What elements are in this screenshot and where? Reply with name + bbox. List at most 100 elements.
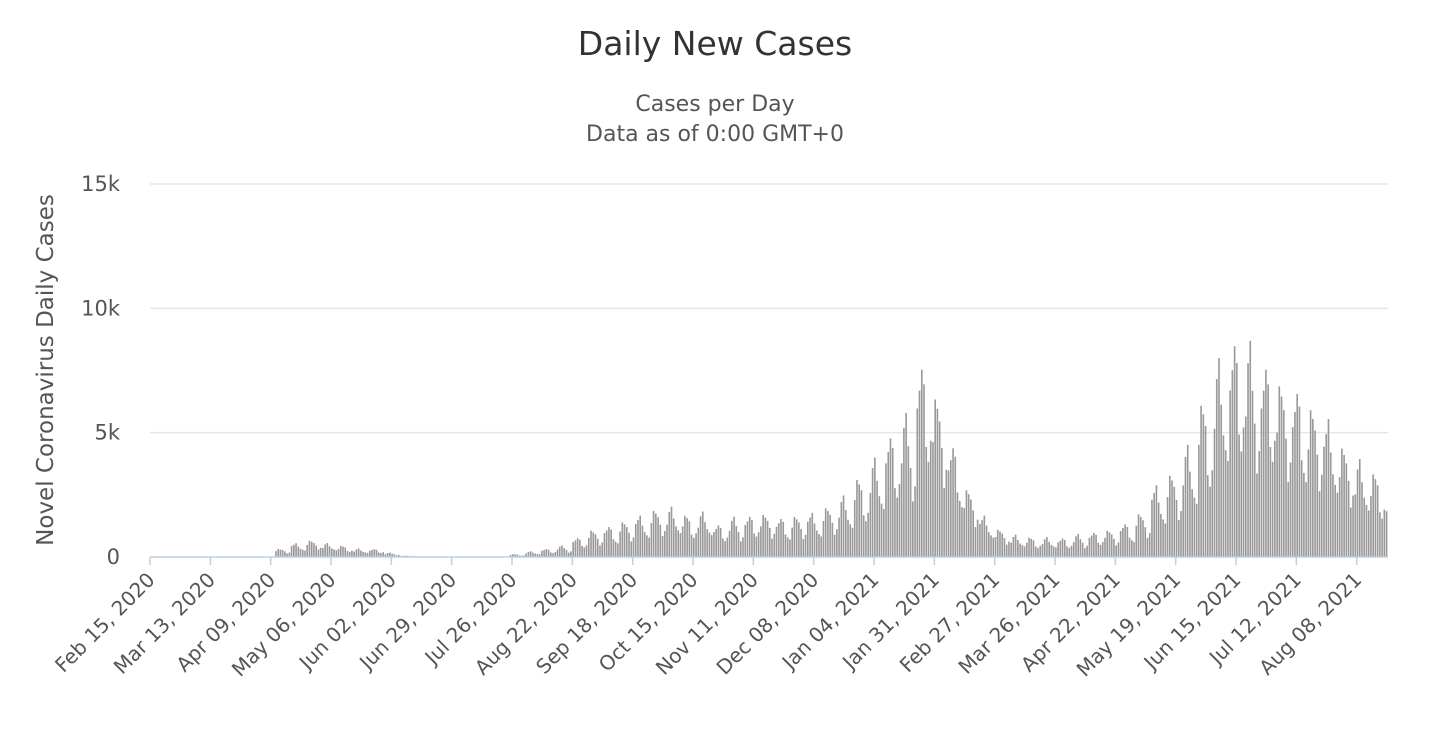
bar: [898, 484, 901, 557]
bar: [393, 554, 396, 557]
bar: [735, 525, 738, 557]
bar: [874, 457, 876, 557]
bar: [970, 499, 972, 557]
x-tick-label: May 06, 2020: [227, 568, 341, 682]
bar: [1247, 363, 1249, 557]
bar: [610, 529, 612, 557]
bar: [1088, 537, 1091, 557]
bar: [1267, 384, 1269, 557]
bar: [1003, 537, 1006, 557]
bar: [1124, 524, 1126, 557]
bar: [936, 408, 939, 557]
bar: [869, 492, 872, 557]
bar: [755, 536, 758, 557]
bar: [1256, 473, 1258, 557]
bar: [894, 488, 896, 557]
bar: [348, 551, 351, 557]
bar: [1309, 410, 1312, 557]
bar: [1160, 513, 1162, 557]
bar: [941, 447, 943, 557]
bar: [1320, 474, 1323, 557]
bar: [760, 526, 762, 557]
bar: [384, 554, 387, 557]
bar: [858, 484, 861, 557]
bar: [1206, 475, 1209, 557]
bar: [684, 515, 686, 557]
bar: [1229, 390, 1231, 557]
bar: [1329, 452, 1332, 557]
bar: [313, 542, 315, 557]
bar: [637, 520, 639, 557]
bar: [1341, 448, 1343, 557]
bar: [1198, 444, 1200, 557]
bar: [1099, 544, 1102, 557]
bar: [1204, 425, 1207, 557]
bar: [1034, 546, 1037, 557]
bar: [1305, 482, 1307, 557]
bar: [876, 480, 878, 557]
bar: [686, 518, 688, 557]
bar: [909, 468, 912, 557]
bar: [842, 495, 845, 557]
bar: [371, 550, 373, 557]
bar: [802, 539, 805, 557]
bar: [1218, 358, 1220, 557]
bar: [275, 551, 277, 557]
bar: [623, 524, 626, 557]
bar: [847, 519, 849, 557]
bar: [945, 469, 948, 557]
bar: [1370, 495, 1372, 557]
bar: [1021, 545, 1024, 557]
bar: [690, 534, 693, 557]
bar: [1059, 540, 1062, 557]
bar: [1148, 533, 1151, 557]
bar: [594, 534, 597, 557]
bar: [659, 524, 662, 557]
bar: [1343, 454, 1345, 557]
bar: [773, 533, 776, 557]
bar: [1184, 456, 1187, 557]
bar: [1195, 503, 1198, 557]
y-tick-label: 10k: [81, 296, 121, 320]
bar: [1367, 510, 1370, 557]
bar: [1314, 430, 1316, 557]
bar: [1182, 485, 1185, 557]
bar: [920, 369, 923, 557]
bar: [583, 547, 586, 557]
bar: [999, 531, 1001, 557]
bar: [1164, 523, 1167, 557]
bar: [1005, 544, 1008, 557]
bar: [1010, 542, 1012, 557]
bar: [775, 526, 778, 557]
bar: [1068, 547, 1071, 557]
bar: [907, 446, 910, 557]
bar: [813, 523, 816, 557]
bar: [317, 549, 320, 557]
bar: [315, 545, 317, 557]
bar: [1265, 369, 1267, 557]
bar: [1032, 540, 1035, 557]
bar: [1202, 414, 1205, 557]
bar: [1081, 542, 1084, 557]
bar: [1041, 544, 1044, 557]
bar: [362, 551, 364, 557]
bar: [514, 554, 516, 557]
bar: [1063, 540, 1066, 557]
bar: [737, 532, 740, 557]
bar: [824, 508, 827, 557]
bar: [1104, 537, 1106, 557]
bar: [943, 487, 945, 557]
bar: [1142, 520, 1144, 557]
bar: [840, 501, 843, 557]
bar: [1155, 485, 1158, 557]
bar: [1376, 485, 1379, 557]
bar: [1113, 538, 1115, 557]
bar: [1213, 428, 1216, 557]
y-tick-label: 15k: [81, 172, 121, 196]
bar: [1014, 534, 1017, 557]
bar: [867, 512, 869, 557]
bar-series: [275, 340, 1388, 557]
bar: [657, 517, 659, 557]
bar: [990, 535, 992, 557]
bar: [1350, 507, 1352, 557]
